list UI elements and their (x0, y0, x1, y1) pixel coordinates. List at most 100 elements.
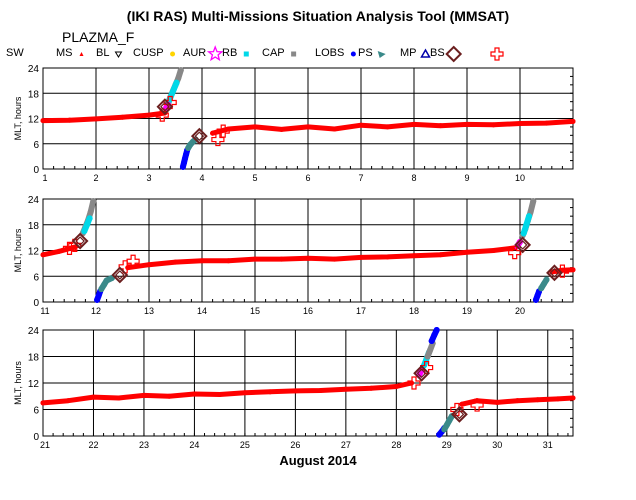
legend-label: CAP (262, 47, 285, 59)
data-point-sw (242, 390, 248, 396)
x-tick-label: 19 (462, 306, 472, 316)
x-tick-label: 27 (341, 440, 351, 450)
data-point-sw (93, 116, 99, 122)
data-point-sw (464, 249, 470, 255)
x-tick-label: 8 (411, 173, 416, 183)
data-point-sw (408, 380, 414, 386)
data-point-rb (81, 228, 88, 235)
data-point-ps (538, 285, 545, 292)
data-point-sw (332, 126, 337, 132)
data-point-sw (67, 117, 72, 123)
data-point-sw (544, 120, 549, 126)
y-tick-label: 12 (28, 115, 40, 126)
legend-symbol-cross-icon (490, 47, 504, 61)
legend-label: MP (400, 47, 417, 59)
data-point-ps (446, 417, 453, 424)
data-point-ps (443, 421, 450, 428)
x-tick-label: 10 (515, 173, 525, 183)
data-point-sw (570, 118, 576, 124)
figure-title: (IKI RAS) Multi-Missions Situation Analy… (127, 8, 509, 24)
data-point-sw (343, 386, 349, 392)
y-tick-label: 24 (28, 64, 40, 75)
legend-symbol-wedge-icon (377, 51, 386, 58)
legend-symbol-star-icon (206, 45, 224, 62)
y-tick-label: 12 (28, 247, 40, 258)
y-tick-label: 24 (28, 195, 40, 206)
data-point-sw (411, 253, 417, 259)
bow-shock-marker-icon (546, 264, 563, 282)
x-tick-label: 13 (144, 306, 154, 316)
data-point-sw (173, 259, 178, 265)
crossing-marker-icon (62, 241, 77, 255)
data-point-sw (411, 121, 417, 127)
data-point-sw (332, 256, 337, 262)
x-tick-label: 20 (515, 306, 525, 316)
y-tick-label: 24 (28, 326, 40, 337)
bow-shock-inner (75, 236, 85, 246)
data-point-sw (514, 398, 520, 404)
y-axis-title: MLT, hours (13, 96, 23, 140)
data-point-sw (146, 262, 152, 268)
data-point-sw (438, 252, 443, 258)
legend-label: BL (96, 47, 109, 59)
legend-symbol-triangle-down-icon (114, 51, 123, 58)
legend-label: MS (56, 47, 73, 59)
data-point-cap (177, 67, 184, 74)
x-tick-label: 18 (409, 306, 419, 316)
data-point-ps (540, 280, 547, 287)
data-point-ps (98, 286, 105, 293)
y-tick-label: 6 (33, 140, 39, 151)
legend-symbol-diamond-icon (445, 45, 463, 63)
bow-shock-marker-icon (514, 236, 532, 254)
legend-symbol-square-icon (243, 51, 249, 57)
bow-shock-marker-icon (71, 232, 89, 250)
data-point-sw (226, 258, 231, 264)
x-tick-label: 15 (250, 306, 260, 316)
region-legend: SW MS BL CUSP AUR RB CAP LOBS PS MP BS (6, 45, 504, 63)
x-tick-label: 30 (492, 440, 502, 450)
y-tick-label: 18 (28, 89, 40, 100)
y-tick-label: 18 (28, 353, 40, 364)
x-tick-label: 16 (303, 306, 313, 316)
legend-label: SW (6, 47, 24, 59)
y-tick-label: 0 (33, 165, 39, 176)
crossing-marker-icon (470, 398, 484, 412)
data-point-sw (65, 398, 71, 404)
data-point-sw (199, 258, 205, 264)
data-point-rb (168, 92, 175, 99)
data-point-sw (491, 122, 496, 128)
bow-shock-inner (549, 267, 560, 278)
data-point-sw (267, 389, 273, 395)
data-point-sw (318, 388, 324, 394)
plot-frame (42, 329, 574, 437)
data-point-sw (90, 394, 96, 400)
data-point-sw (385, 124, 390, 130)
data-point-sw (517, 121, 523, 127)
y-tick-label: 0 (33, 432, 39, 443)
bow-shock-inner (115, 270, 125, 280)
data-point-sw (555, 396, 561, 402)
bow-shock-marker-icon (413, 364, 430, 382)
legend-symbol-triangle-small-icon (79, 52, 84, 56)
data-point-rb (523, 221, 530, 228)
legend-symbol-dot-icon (170, 51, 176, 57)
y-tick-label: 18 (28, 221, 40, 232)
data-point-lobs (431, 332, 438, 339)
data-point-rb (173, 79, 180, 86)
data-point-rb (526, 213, 533, 220)
x-axis-title: August 2014 (279, 453, 357, 468)
bow-shock-inner (160, 101, 170, 112)
data-point-sw (279, 256, 284, 262)
legend-label: PS (358, 47, 373, 59)
data-point-ps (103, 277, 110, 284)
bow-shock-inner (194, 131, 205, 142)
crossing-marker-icon (126, 254, 140, 268)
data-point-sw (40, 400, 46, 406)
data-point-sw (305, 255, 311, 261)
series-sw (40, 380, 414, 406)
data-point-lobs (433, 327, 440, 333)
data-point-sw (120, 114, 125, 120)
data-point-rb (86, 215, 93, 222)
